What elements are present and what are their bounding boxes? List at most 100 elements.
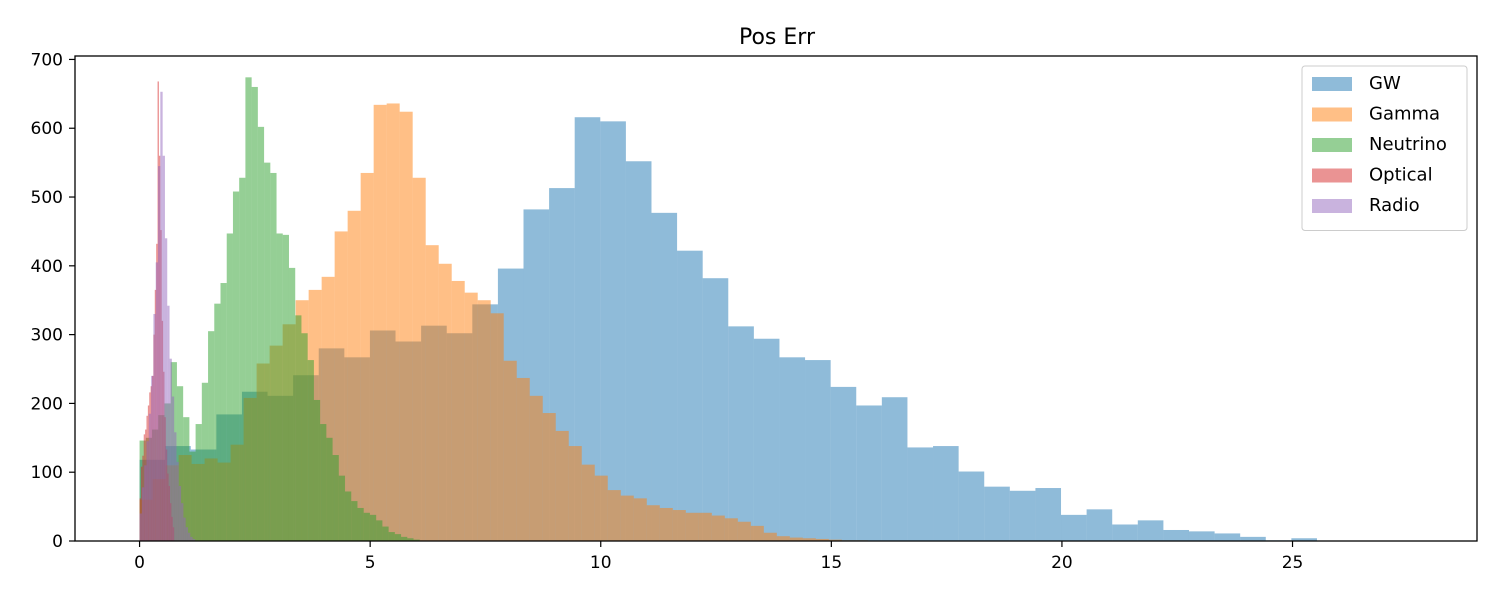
bar-gw — [702, 278, 729, 541]
bar-gw — [1188, 531, 1215, 541]
bar-neutrino — [363, 512, 370, 541]
y-tick-label: 600 — [31, 119, 63, 139]
bar-gw — [1061, 514, 1087, 541]
bar-gamma — [503, 360, 517, 541]
bar-radio — [141, 487, 145, 541]
bar-radio — [187, 532, 191, 541]
bar-neutrino — [345, 491, 352, 541]
bar-neutrino — [220, 283, 227, 541]
legend-swatch-radio — [1312, 199, 1352, 213]
bar-gamma — [633, 498, 647, 541]
bar-gw — [728, 326, 754, 541]
bar-gw — [1086, 509, 1113, 541]
bar-gw — [651, 212, 678, 541]
bar-radio — [185, 527, 188, 541]
bar-gamma — [451, 280, 465, 541]
bar-neutrino — [226, 233, 233, 542]
legend-label-neutrino: Neutrino — [1369, 134, 1447, 155]
bar-radio — [171, 396, 175, 541]
legend: GW Gamma Neutrino Optical Radio — [1301, 65, 1468, 231]
bar-neutrino — [326, 437, 333, 541]
bar-gw — [600, 121, 626, 541]
bar-gw — [753, 338, 780, 541]
bar-gamma — [490, 313, 504, 541]
bar-radio — [178, 485, 182, 541]
y-tick-label: 700 — [31, 50, 63, 70]
bar-radio — [160, 91, 163, 542]
bar-radio — [146, 441, 149, 541]
bar-gw — [1035, 488, 1062, 541]
bar-gamma — [711, 515, 725, 541]
bar-neutrino — [338, 475, 346, 541]
bar-neutrino — [301, 333, 308, 541]
bar-neutrino — [401, 536, 408, 541]
bar-neutrino — [251, 86, 258, 542]
bar-gw — [1112, 524, 1138, 541]
bar-gamma — [555, 430, 569, 541]
bar-gw — [958, 471, 985, 541]
bar-gamma — [763, 532, 777, 541]
bar-gw — [881, 397, 908, 541]
bar-gw — [933, 446, 959, 541]
bar-gamma — [529, 395, 543, 541]
y-tick-label: 500 — [31, 188, 63, 208]
bar-gamma — [464, 292, 478, 541]
bar-gamma — [685, 512, 699, 541]
bar-neutrino — [264, 162, 271, 541]
bar-radio — [174, 432, 177, 541]
bar-neutrino — [245, 77, 252, 541]
bar-radio — [139, 513, 142, 541]
y-tick-label: 0 — [52, 532, 63, 552]
bar-gamma — [438, 263, 452, 541]
bar-radio — [169, 358, 172, 541]
bar-gamma — [594, 475, 608, 541]
bar-gamma — [776, 536, 790, 541]
bar-gw — [1214, 533, 1241, 541]
bar-neutrino — [313, 399, 321, 541]
bar-gamma — [412, 177, 426, 541]
bar-gamma — [607, 490, 621, 541]
y-tick-label: 300 — [31, 326, 63, 346]
bar-neutrino — [239, 177, 246, 541]
bar-neutrino — [382, 526, 389, 541]
bar-neutrino — [295, 315, 302, 541]
bar-gw — [1291, 538, 1317, 541]
bar-gamma — [815, 538, 829, 541]
bar-gamma — [646, 505, 660, 541]
legend-swatch-neutrino — [1312, 138, 1352, 152]
bar-neutrino — [189, 451, 196, 541]
legend-frame — [1301, 65, 1468, 231]
ticks-layer: 0 5 10 15 20 25 0 100 200 300 400 500 600 700 — [31, 50, 1304, 573]
bar-gamma — [789, 537, 803, 541]
bar-neutrino — [407, 538, 414, 541]
bar-gw — [984, 486, 1010, 541]
bar-gamma — [425, 245, 439, 541]
bar-neutrino — [214, 303, 221, 541]
bar-neutrino — [357, 507, 364, 541]
bar-neutrino — [369, 514, 377, 541]
bar-gw — [677, 250, 703, 541]
x-tick-label: 15 — [821, 553, 843, 573]
bar-radio — [183, 517, 186, 541]
bar-radio — [151, 375, 154, 541]
bar-radio — [192, 538, 195, 541]
x-tick-label: 5 — [365, 553, 376, 573]
bar-radio — [181, 503, 184, 541]
x-tick-label: 25 — [1282, 553, 1304, 573]
legend-label-radio: Radio — [1369, 195, 1420, 216]
bar-radio — [158, 166, 161, 541]
bar-gamma — [360, 172, 374, 541]
bar-gw — [1240, 536, 1266, 541]
bar-neutrino — [208, 331, 215, 541]
bar-neutrino — [307, 360, 314, 541]
bar-radio — [144, 465, 147, 541]
legend-label-gw: GW — [1369, 73, 1401, 94]
bar-gamma — [516, 377, 530, 541]
y-tick-label: 200 — [31, 394, 63, 414]
bar-gamma — [724, 518, 738, 541]
x-tick-label: 20 — [1051, 553, 1073, 573]
legend-swatch-gamma — [1312, 107, 1352, 122]
y-tick-label: 400 — [31, 257, 63, 277]
bar-gamma — [659, 507, 673, 541]
